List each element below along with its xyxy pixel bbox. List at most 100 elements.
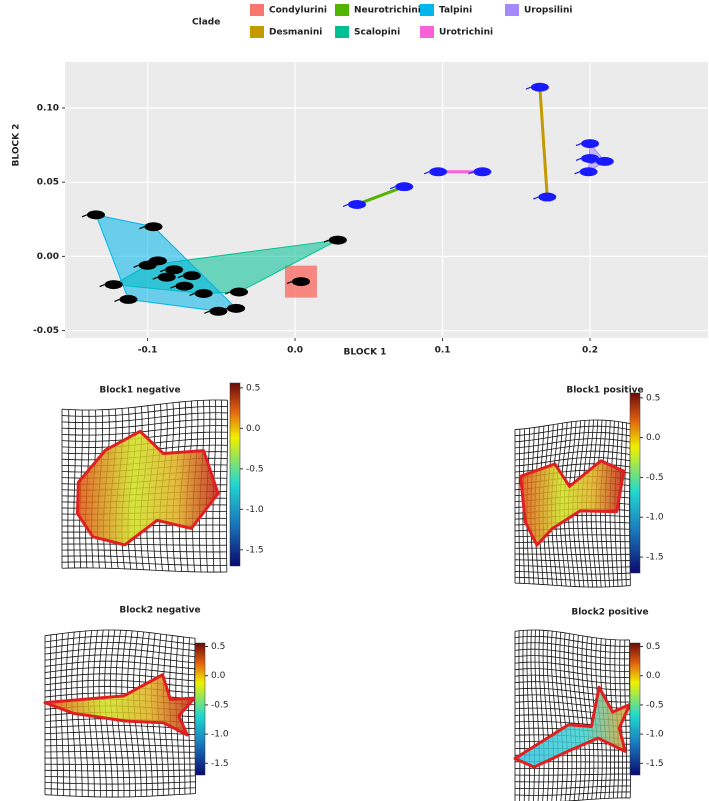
grid-line <box>219 400 223 573</box>
panel-title: Block2 positive <box>571 608 648 618</box>
grid-line <box>44 737 196 741</box>
shape-outline <box>43 673 196 737</box>
point-tail <box>575 157 582 162</box>
grid-line <box>44 750 196 753</box>
point <box>86 210 105 220</box>
grid-line <box>586 636 595 800</box>
grid-line <box>61 555 227 560</box>
colorbar-tick-label: -1.0 <box>211 730 229 740</box>
colorbar-tick-label: 0.5 <box>246 383 260 393</box>
grid-line <box>514 642 630 654</box>
grid-line <box>514 629 630 641</box>
point-tail <box>139 226 145 230</box>
grid-line <box>576 635 586 800</box>
colorbar-tick-label: 0.5 <box>646 393 660 403</box>
point-tail <box>189 292 195 297</box>
point <box>104 280 123 290</box>
colorbar-tick-label: -0.5 <box>646 473 664 483</box>
grid-line <box>187 637 191 794</box>
shape-outline <box>519 459 626 547</box>
point <box>230 287 249 297</box>
colorbar-tick-label: -1.0 <box>646 513 664 523</box>
y-axis-label: BLOCK 2 <box>12 124 22 167</box>
y-tick-label: 0.05 <box>37 178 59 188</box>
x-tick-label: 0.1 <box>435 346 451 356</box>
point <box>595 156 614 166</box>
grid-line <box>619 422 623 587</box>
x-axis-label: BLOCK 1 <box>344 348 387 358</box>
grid-line <box>181 636 186 795</box>
point <box>194 288 213 298</box>
grid-line <box>514 571 631 575</box>
point <box>148 256 167 266</box>
point-tail <box>525 86 532 90</box>
colorbar-tick-label: -1.5 <box>246 545 264 555</box>
point-tail <box>170 285 176 289</box>
colorbar-tick-label: 0.0 <box>246 424 261 434</box>
x-tick-label: -0.1 <box>138 346 158 356</box>
legend-label: Talpini <box>439 6 472 16</box>
colorbar-tick-label: 0.5 <box>211 642 225 652</box>
panel-title: Block2 negative <box>119 606 200 616</box>
hull <box>95 214 238 312</box>
point <box>175 281 194 291</box>
legend-title: Clade <box>192 18 220 28</box>
point <box>227 303 246 313</box>
point-tail <box>389 186 396 190</box>
legend-label: Neurotrichini <box>354 6 421 16</box>
point-tail <box>574 171 580 175</box>
grid-line <box>44 769 196 772</box>
grid-line <box>44 744 196 747</box>
grid-line <box>514 635 630 647</box>
colorbar-tick-label: 0.0 <box>646 433 661 443</box>
colorbar-tick-label: 0.0 <box>646 671 661 681</box>
point <box>348 199 367 209</box>
point <box>530 82 549 92</box>
colorbar-tick-label: -0.5 <box>646 700 664 710</box>
point-tail <box>423 171 430 175</box>
y-tick-label: -0.05 <box>33 326 59 336</box>
point <box>538 192 557 202</box>
point-tail <box>221 307 228 311</box>
point-tail <box>99 284 105 288</box>
point-tail <box>204 310 210 314</box>
y-tick-label: 0.10 <box>37 104 59 114</box>
grid-line <box>514 648 630 660</box>
point-tail <box>177 275 184 279</box>
grid-line <box>44 793 196 798</box>
grid-line <box>44 686 195 694</box>
point-tail <box>286 281 293 285</box>
colorbar-tick-label: 0.0 <box>211 671 226 681</box>
grid-line <box>61 405 228 417</box>
legend-label: Uropsilini <box>524 6 572 16</box>
x-tick-label: 0.2 <box>582 346 598 356</box>
legend-swatch <box>250 26 264 38</box>
grid-line <box>514 773 631 776</box>
colorbar <box>194 642 206 776</box>
point-tail <box>114 298 120 302</box>
grid-line <box>514 779 631 783</box>
grid-line <box>226 400 228 573</box>
colorbar-tick-label: -1.5 <box>646 759 664 769</box>
colorbar-tick-label: -1.5 <box>646 553 664 563</box>
grid-line <box>61 549 227 553</box>
grid-line <box>514 668 630 678</box>
point <box>473 167 492 177</box>
grid-line <box>514 655 630 666</box>
grid-line <box>44 787 196 791</box>
grid-line <box>44 781 196 785</box>
grid-line <box>44 673 195 682</box>
grid-line <box>514 565 631 568</box>
grid-line <box>514 785 631 790</box>
point-tail <box>323 239 330 243</box>
grid-line <box>624 639 627 798</box>
grid-line <box>514 559 630 562</box>
grid-line <box>61 399 228 411</box>
point-tail <box>133 264 139 268</box>
grid-line <box>514 576 631 581</box>
legend-label: Condylurini <box>269 6 327 16</box>
grid-line <box>44 679 195 688</box>
colorbar-tick-label: 0.5 <box>646 642 660 652</box>
hull <box>356 185 405 206</box>
